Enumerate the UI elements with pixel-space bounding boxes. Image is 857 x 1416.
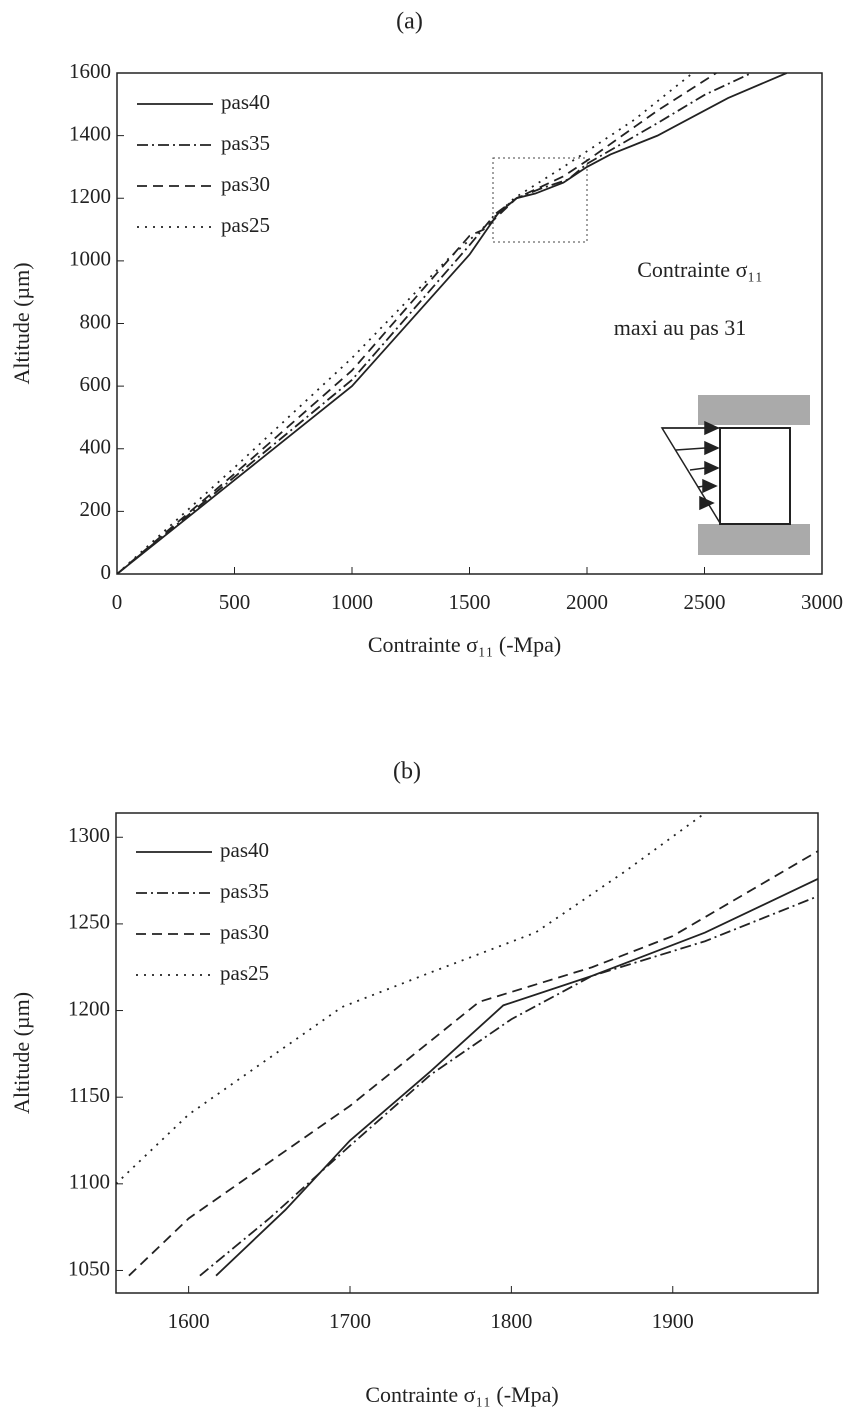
x-tick-label: 1800	[490, 1309, 532, 1333]
series-line	[215, 878, 818, 1277]
zoom-box	[492, 157, 588, 243]
y-tick-label: 1250	[68, 910, 110, 934]
legend-label: pas35	[220, 879, 269, 903]
schematic-load	[660, 427, 721, 524]
chart-title: (b)	[393, 759, 421, 785]
legend-label: pas35	[221, 131, 270, 155]
y-tick-label: 800	[80, 309, 112, 333]
y-tick-label: 1200	[69, 184, 111, 208]
x-axis-label: Contrainte σ₁₁ (-Mpa)	[368, 632, 561, 657]
x-tick-label: 500	[219, 590, 251, 614]
legend-label: pas25	[220, 961, 269, 985]
series-line	[117, 73, 694, 574]
schematic-arrows	[662, 420, 720, 511]
series-line	[117, 73, 752, 574]
legend-label: pas30	[220, 920, 269, 944]
series-line	[117, 73, 788, 574]
series-line	[199, 895, 818, 1277]
y-axis-label: Altitude (µm)	[9, 262, 34, 384]
y-tick-label: 1050	[68, 1256, 110, 1280]
annotation: Contrainte σ₁₁	[637, 257, 763, 282]
y-tick-label: 1200	[68, 996, 110, 1020]
series-line	[128, 850, 818, 1277]
x-tick-label: 1000	[331, 590, 373, 614]
series-line	[116, 813, 706, 1185]
x-tick-label: 2000	[566, 590, 608, 614]
x-tick-label: 2500	[684, 590, 726, 614]
legend-label: pas40	[221, 90, 270, 114]
y-tick-label: 1600	[69, 59, 111, 83]
y-tick-label: 1000	[69, 247, 111, 271]
x-tick-label: 1700	[329, 1309, 371, 1333]
y-tick-label: 200	[80, 497, 112, 521]
y-tick-label: 0	[101, 560, 112, 584]
y-tick-label: 1100	[69, 1170, 110, 1194]
y-tick-label: 600	[80, 372, 112, 396]
x-axis-label: Contrainte σ₁₁ (-Mpa)	[365, 1382, 558, 1407]
y-tick-label: 1400	[69, 121, 111, 145]
legend-label: pas40	[220, 838, 269, 862]
x-tick-label: 1500	[449, 590, 491, 614]
x-tick-label: 3000	[801, 590, 843, 614]
legend-label: pas30	[221, 172, 270, 196]
annotation: maxi au pas 31	[614, 315, 747, 340]
x-tick-label: 1900	[652, 1309, 694, 1333]
plot-frame	[115, 812, 819, 1294]
y-tick-label: 1300	[68, 823, 110, 847]
zoom-box-and-schematic	[492, 157, 810, 555]
x-tick-label: 0	[112, 590, 123, 614]
y-tick-label: 400	[80, 435, 112, 459]
schematic-plate	[698, 524, 810, 555]
legend-label: pas25	[221, 213, 270, 237]
y-axis-label: Altitude (µm)	[9, 992, 34, 1114]
schematic-block	[719, 427, 791, 525]
chart-title: (a)	[396, 9, 423, 35]
x-tick-label: 1600	[168, 1309, 210, 1333]
series-line	[117, 73, 717, 574]
schematic-plate	[698, 395, 810, 425]
y-tick-label: 1150	[69, 1083, 110, 1107]
